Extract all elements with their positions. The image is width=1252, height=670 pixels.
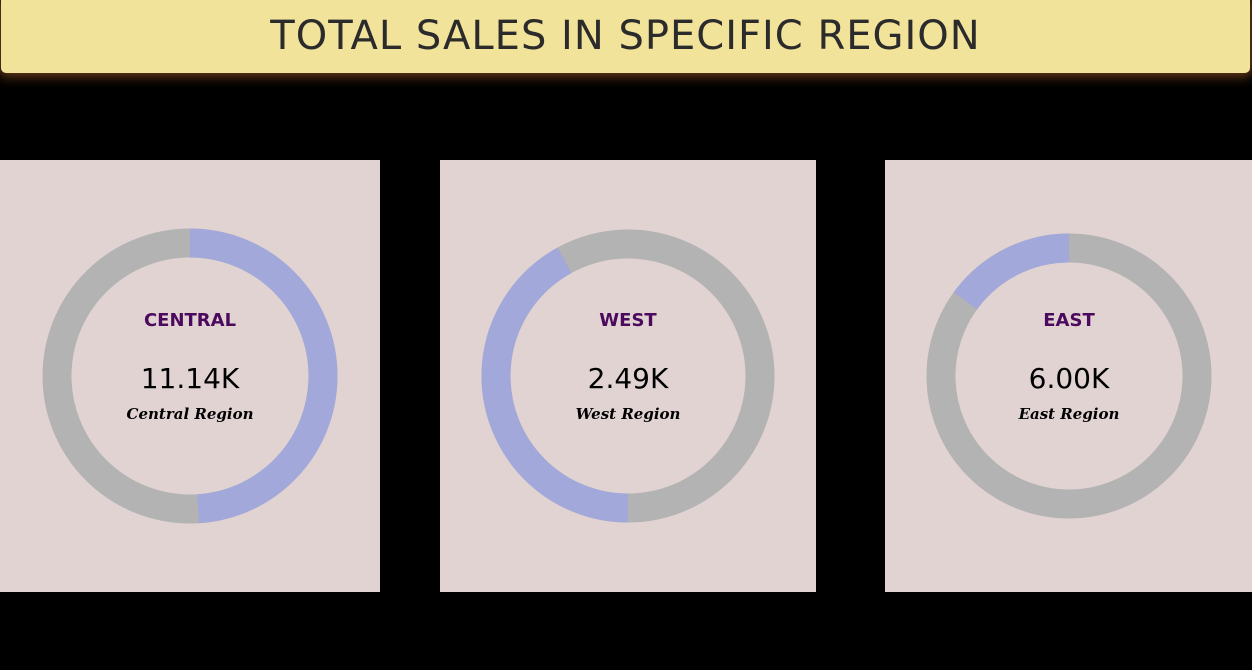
region-sales-value: 6.00K bbox=[1028, 362, 1110, 395]
region-subtitle: Central Region bbox=[126, 405, 254, 423]
region-title: CENTRAL bbox=[143, 310, 237, 331]
donut-chart-central bbox=[42, 228, 338, 524]
donut-chart-east bbox=[926, 233, 1212, 519]
region-subtitle: West Region bbox=[575, 405, 681, 423]
region-card-west: WEST 2.49K West Region bbox=[440, 160, 816, 592]
donut-chart-west bbox=[481, 229, 775, 523]
region-subtitle: East Region bbox=[1018, 405, 1120, 423]
region-sales-value: 11.14K bbox=[140, 362, 240, 395]
region-title: WEST bbox=[599, 310, 657, 331]
donut-highlight-west bbox=[481, 229, 775, 523]
region-sales-value: 2.49K bbox=[587, 362, 669, 395]
region-card-east: EAST 6.00K East Region bbox=[885, 160, 1252, 592]
region-title: EAST bbox=[1043, 310, 1095, 331]
region-card-central: CENTRAL 11.14K Central Region bbox=[0, 160, 380, 592]
page-title: TOTAL SALES IN SPECIFIC REGION bbox=[270, 12, 981, 59]
donut-highlight-central bbox=[42, 228, 338, 524]
title-banner: TOTAL SALES IN SPECIFIC REGION bbox=[1, 0, 1250, 73]
